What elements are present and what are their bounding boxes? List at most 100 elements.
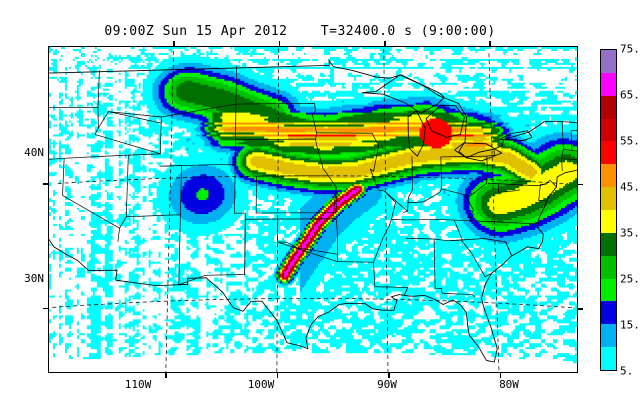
colorbar-band bbox=[601, 164, 616, 188]
colorbar-tick-label: 5. bbox=[620, 364, 634, 378]
state-border bbox=[405, 219, 463, 242]
great-lake-outline bbox=[362, 74, 445, 114]
state-border bbox=[433, 239, 442, 289]
map-plot-area bbox=[48, 46, 578, 373]
great-lake-outline bbox=[407, 110, 426, 157]
colorbar-band bbox=[601, 72, 616, 96]
page-title: 09:00Z Sun 15 Apr 2012 T=32400.0 s (9:00… bbox=[104, 24, 496, 39]
state-border bbox=[487, 179, 551, 187]
colorbar-tick-label: 55. bbox=[620, 134, 640, 148]
xtick-label-90w: 90W bbox=[377, 378, 397, 391]
state-border bbox=[235, 103, 317, 140]
meridian-gridline bbox=[488, 50, 500, 372]
state-border bbox=[404, 287, 409, 295]
state-border bbox=[460, 239, 492, 278]
colorbar-tick-label: 45. bbox=[620, 180, 640, 194]
colorbar bbox=[600, 49, 617, 371]
colorbar-tick-label: 75. bbox=[620, 42, 640, 56]
state-border bbox=[161, 103, 237, 118]
colorbar-band bbox=[601, 141, 616, 165]
state-border bbox=[505, 241, 512, 256]
ytick-mark bbox=[43, 307, 48, 310]
state-border bbox=[316, 145, 337, 219]
xtick-mark-top bbox=[384, 41, 386, 46]
colorbar-band bbox=[601, 278, 616, 302]
state-border bbox=[407, 156, 442, 204]
xtick-mark bbox=[276, 373, 279, 378]
colorbar-band bbox=[601, 187, 616, 210]
reflectivity-field bbox=[49, 47, 577, 372]
colorbar-labels: 75. 65. 55. 45. 35. 25. 15. 5. bbox=[620, 43, 640, 378]
state-border bbox=[465, 195, 474, 221]
state-border bbox=[235, 138, 317, 146]
state-border bbox=[49, 70, 100, 109]
colorbar-band bbox=[601, 347, 616, 370]
colorbar-band bbox=[601, 255, 616, 279]
state-border bbox=[498, 183, 521, 193]
colorbar-band bbox=[601, 324, 616, 348]
colorbar-band bbox=[601, 301, 616, 325]
national-border-south bbox=[88, 269, 309, 350]
state-border bbox=[475, 220, 539, 225]
state-border bbox=[407, 156, 413, 212]
coastline-gulf bbox=[305, 294, 498, 363]
state-border bbox=[117, 216, 127, 242]
state-border bbox=[441, 288, 476, 298]
great-lake-outline bbox=[425, 104, 465, 138]
state-border bbox=[369, 168, 409, 213]
colorbar-tick-label: 15. bbox=[620, 318, 640, 332]
ytick-mark bbox=[43, 183, 48, 185]
national-border-north bbox=[49, 59, 577, 159]
state-border bbox=[49, 153, 161, 160]
meridian-gridline bbox=[165, 48, 174, 372]
state-border bbox=[563, 148, 577, 152]
ytick-mark-right bbox=[578, 308, 583, 310]
xtick-label-110w: 110W bbox=[124, 378, 152, 391]
xtick-label-80w: 80W bbox=[499, 378, 519, 391]
parallel-gridline bbox=[57, 175, 569, 185]
state-border bbox=[125, 155, 182, 218]
state-border bbox=[94, 107, 162, 155]
state-border bbox=[549, 179, 557, 188]
xtick-mark-top bbox=[489, 41, 491, 46]
state-border bbox=[441, 156, 488, 197]
parallel-gridline bbox=[52, 298, 574, 309]
state-border bbox=[178, 214, 181, 285]
xtick-mark-top bbox=[173, 41, 175, 46]
great-lake-outline bbox=[454, 142, 503, 162]
colorbar-tick-label: 25. bbox=[620, 272, 640, 286]
geography-overlay bbox=[49, 47, 577, 372]
state-border bbox=[448, 238, 512, 256]
colorbar-tick-label: 65. bbox=[620, 88, 640, 102]
state-border bbox=[570, 130, 577, 151]
state-border bbox=[561, 121, 564, 159]
colorbar-tick-label: 35. bbox=[620, 226, 640, 240]
state-border bbox=[244, 219, 246, 275]
state-border bbox=[337, 261, 409, 295]
state-border bbox=[373, 219, 476, 263]
state-border bbox=[316, 132, 380, 172]
state-border bbox=[440, 155, 487, 158]
state-border bbox=[561, 158, 577, 172]
xtick-mark bbox=[388, 373, 390, 378]
meridian-gridline bbox=[276, 47, 280, 372]
state-border bbox=[384, 190, 396, 220]
ytick-label-40n: 40N bbox=[24, 146, 44, 159]
great-lake-outline bbox=[499, 130, 533, 141]
state-border bbox=[486, 149, 495, 157]
colorbar-band bbox=[601, 232, 616, 256]
state-border bbox=[108, 111, 162, 124]
colorbar-band bbox=[601, 95, 616, 119]
state-border bbox=[538, 183, 547, 202]
state-border bbox=[277, 241, 338, 255]
state-border bbox=[178, 65, 246, 286]
ytick-mark-right bbox=[578, 183, 583, 186]
xtick-mark-top bbox=[278, 41, 281, 46]
meridian-gridline bbox=[383, 47, 389, 372]
ytick-label-30n: 30N bbox=[24, 272, 44, 285]
state-border bbox=[62, 158, 120, 229]
colorbar-band bbox=[601, 209, 616, 233]
colorbar-band bbox=[601, 49, 616, 73]
colorbar-band bbox=[601, 118, 616, 142]
